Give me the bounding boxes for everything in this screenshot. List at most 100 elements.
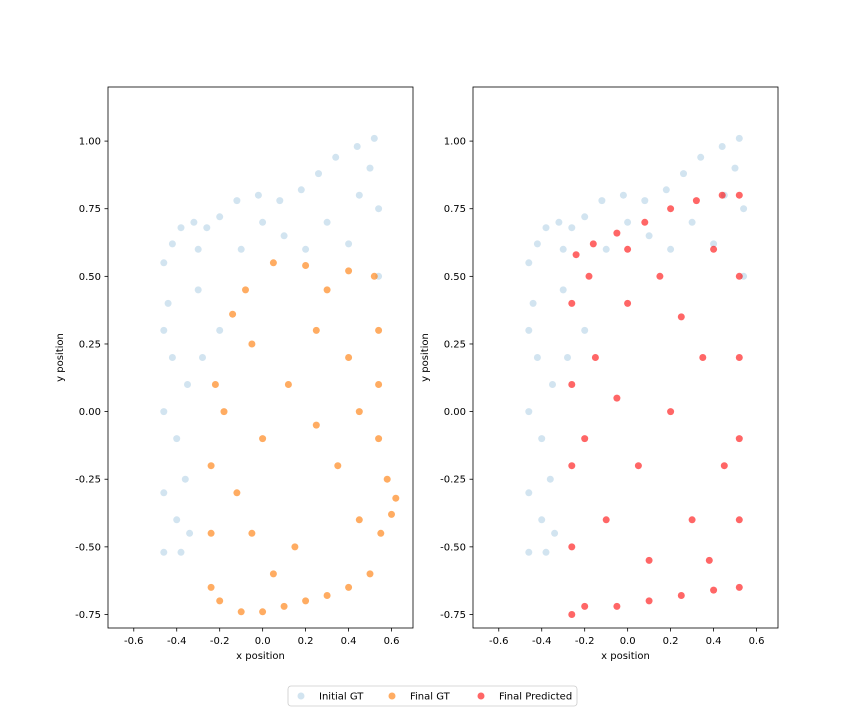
data-point (559, 286, 567, 294)
x-tick-label: 0.0 (255, 636, 271, 647)
data-point (718, 143, 726, 150)
data-point (375, 381, 383, 388)
data-point (194, 245, 202, 253)
data-point (613, 394, 621, 402)
data-point (375, 435, 383, 443)
y-tick-label: 0.75 (444, 204, 466, 215)
data-point (731, 164, 739, 172)
data-point (624, 299, 632, 307)
data-point (160, 489, 168, 497)
data-point (525, 326, 533, 334)
data-point (568, 224, 576, 232)
y-tick-label: 0.00 (79, 407, 101, 418)
y-axis-label: y position (420, 333, 431, 382)
data-point (677, 313, 685, 321)
data-point (345, 354, 353, 361)
right-scatter-panel: -0.6 -0.4 -0.2 0.0 0.2 0.4 0.6 -0.75 -0.50 -0.25 0… (420, 86, 779, 662)
data-point (740, 205, 748, 213)
series-initial-gt (525, 134, 748, 556)
data-point (735, 583, 743, 591)
data-point (735, 134, 743, 142)
data-point (720, 462, 728, 470)
data-point (735, 272, 743, 280)
data-point (186, 529, 194, 537)
data-point (542, 548, 550, 556)
data-point (645, 556, 653, 564)
data-point (315, 170, 322, 178)
x-tick-label: -0.4 (532, 636, 552, 647)
plot-frame (107, 86, 414, 629)
data-point (377, 529, 385, 537)
data-point (248, 529, 256, 537)
data-point (184, 381, 191, 388)
data-point (388, 510, 395, 518)
y-tick-label: 0.75 (79, 204, 101, 215)
data-point (641, 218, 649, 226)
y-tick-label: -0.50 (440, 542, 466, 553)
data-point (370, 134, 378, 142)
data-point (525, 259, 533, 267)
x-tick-label: 0.0 (620, 636, 636, 647)
data-point (345, 267, 353, 275)
series-final-gt (207, 259, 400, 616)
data-point (392, 494, 400, 502)
data-point (297, 186, 305, 194)
legend-marker (388, 692, 396, 700)
data-point (735, 191, 743, 199)
legend: Initial GT Final GT Final Predicted (287, 685, 578, 707)
data-point (280, 602, 288, 610)
data-point (173, 516, 181, 524)
data-point (345, 240, 353, 248)
data-point (164, 299, 172, 307)
data-point (229, 310, 237, 318)
data-point (366, 570, 374, 578)
data-point (559, 245, 567, 253)
data-point (237, 608, 245, 616)
data-point (555, 218, 563, 226)
data-point (291, 543, 299, 551)
data-point (688, 218, 696, 226)
x-tick-label: 0.4 (341, 636, 357, 647)
data-point (533, 240, 541, 248)
data-point (525, 408, 533, 416)
series-final-predicted (568, 191, 743, 618)
data-point (220, 408, 228, 416)
data-point (375, 326, 383, 334)
x-tick-label: -0.2 (210, 636, 230, 647)
data-point (207, 583, 215, 591)
data-point (216, 597, 224, 605)
plot-frame (472, 86, 779, 629)
data-point (551, 529, 559, 537)
left-scatter-panel: -0.6 -0.4 -0.2 0.0 0.2 0.4 0.6 -0.75 -0.50 -0.25 0… (55, 86, 414, 662)
data-point (589, 240, 597, 248)
data-point (190, 218, 198, 226)
y-tick-label: 1.00 (79, 137, 101, 148)
data-point (248, 340, 256, 348)
x-tick-label: 0.2 (298, 636, 314, 647)
legend-label: Initial GT (319, 692, 364, 703)
data-point (160, 548, 168, 556)
data-point (680, 170, 687, 178)
data-point (710, 245, 718, 253)
data-point (568, 381, 576, 388)
data-point (710, 240, 718, 248)
y-tick-label: -0.25 (75, 475, 101, 486)
data-point (568, 462, 576, 470)
data-point (259, 608, 267, 616)
data-point (581, 435, 589, 443)
y-tick-label: -0.75 (75, 610, 101, 621)
data-point (312, 421, 320, 429)
data-point (692, 197, 700, 205)
x-tick-label: -0.6 (489, 636, 509, 647)
data-point (203, 224, 211, 232)
data-point (280, 232, 288, 240)
data-point (641, 197, 649, 205)
data-point (269, 259, 277, 267)
data-point (233, 197, 241, 205)
data-point (581, 602, 589, 610)
data-point (613, 229, 621, 237)
data-point (242, 286, 249, 294)
legend-label: Final GT (410, 692, 451, 703)
data-point (375, 205, 383, 213)
data-point (662, 186, 670, 194)
